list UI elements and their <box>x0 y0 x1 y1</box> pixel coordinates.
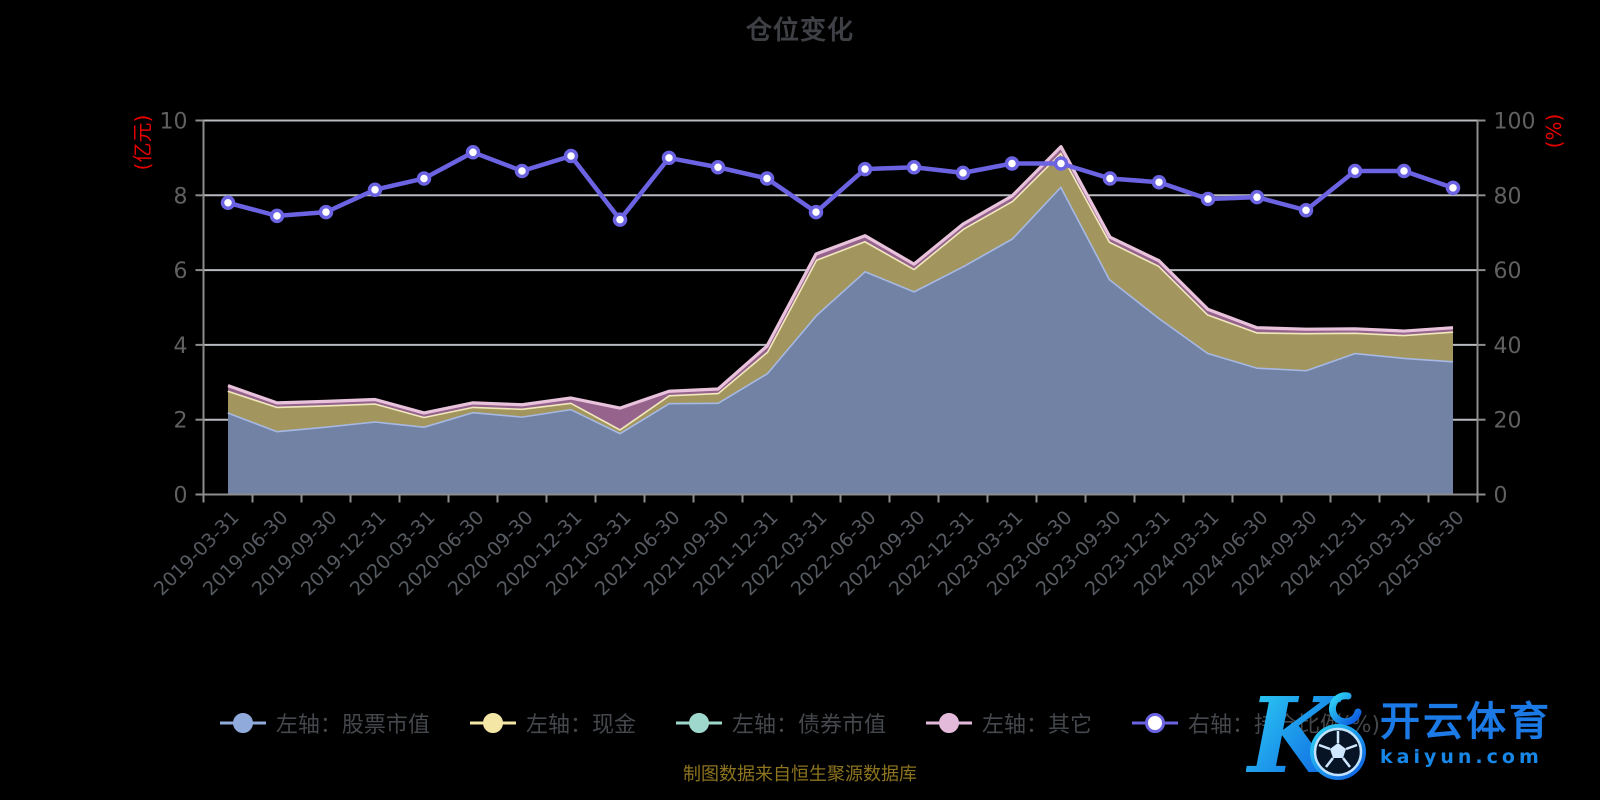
ratio-dot[interactable] <box>220 195 236 211</box>
legend-label: 左轴：现金 <box>525 713 636 738</box>
y-axis-label-left: 0 <box>174 484 188 509</box>
y-axis-label-left: 10 <box>160 110 188 135</box>
ratio-dot[interactable] <box>416 171 432 186</box>
y-axis-label-right: 60 <box>1494 259 1522 284</box>
ratio-dot[interactable] <box>661 150 677 166</box>
page-title: 仓位变化 <box>745 16 854 46</box>
y-axis-label-left: 4 <box>174 334 188 359</box>
watermark-brand: 开云体育 <box>1380 699 1552 745</box>
ratio-dot[interactable] <box>759 171 775 186</box>
ratio-dot[interactable] <box>1053 156 1069 171</box>
ratio-dot[interactable] <box>906 160 922 175</box>
legend: 左轴：股票市值 左轴：现金 左轴：债券市值 左轴：其它 右轴：持仓比例(%) <box>0 703 1600 743</box>
area-edge-4 <box>227 145 1454 415</box>
legend-item-5[interactable]: 右轴：持仓比例(%) <box>1131 707 1380 739</box>
y-axis-label-right: 80 <box>1494 184 1522 209</box>
ratio-dot[interactable] <box>1347 163 1363 179</box>
ratio-dot[interactable] <box>612 212 628 227</box>
y-axis-label-right: 20 <box>1494 409 1522 434</box>
source-note: 制图数据来自恒生聚源数据库 <box>683 764 917 785</box>
ratio-dot[interactable] <box>1249 189 1265 205</box>
ratio-line <box>225 150 1456 222</box>
legend-marker-icon <box>219 713 266 733</box>
legend-item-2[interactable]: 左轴：现金 <box>469 707 636 739</box>
y-axis-label-left: 2 <box>174 409 188 434</box>
ratio-dot[interactable] <box>955 165 971 181</box>
legend-label: 左轴：股票市值 <box>275 713 430 738</box>
ratio-dot[interactable] <box>367 182 383 197</box>
legend-item-4[interactable]: 左轴：其它 <box>925 707 1092 739</box>
y-axis-label-left: 8 <box>174 184 188 209</box>
legend-marker-icon <box>469 713 516 733</box>
ratio-dot[interactable] <box>563 148 579 164</box>
legend-label: 左轴：其它 <box>981 713 1092 738</box>
watermark-domain: kaiyun.com <box>1380 746 1543 768</box>
ratio-dot[interactable] <box>1200 191 1216 207</box>
legend-item-1[interactable]: 左轴：股票市值 <box>219 707 430 739</box>
area-1 <box>228 185 1453 495</box>
ratio-dot[interactable] <box>269 208 285 224</box>
legend-marker-icon <box>925 713 972 733</box>
ratio-dot[interactable] <box>1445 180 1461 196</box>
ratio-dot[interactable] <box>1298 203 1314 218</box>
ratio-dot[interactable] <box>514 163 530 179</box>
legend-label: 左轴：债券市值 <box>731 713 886 738</box>
ratio-dot[interactable] <box>465 145 481 160</box>
legend-marker-icon <box>1131 713 1178 733</box>
ratio-dot[interactable] <box>1151 174 1167 190</box>
y-axis-label-right: 40 <box>1494 334 1522 359</box>
ratio-dot[interactable] <box>857 161 873 177</box>
legend-item-3[interactable]: 左轴：债券市值 <box>675 707 886 739</box>
ratio-dot[interactable] <box>1396 163 1412 179</box>
area-2 <box>228 152 1453 433</box>
y-axis-label-left: 6 <box>174 259 188 284</box>
legend-marker-icon <box>675 713 722 733</box>
watermark[interactable]: K 开云体育 kaiyun.com <box>1246 682 1552 786</box>
ratio-dot[interactable] <box>1004 156 1020 171</box>
y-axis-label-right: 100 <box>1494 110 1536 135</box>
ratio-dot[interactable] <box>808 204 824 220</box>
kaiyun-logo-icon: K <box>1246 682 1366 786</box>
y-axis-label-right: 0 <box>1494 484 1508 509</box>
ratio-dot[interactable] <box>1102 171 1118 186</box>
ratio-dot[interactable] <box>318 204 334 220</box>
ratio-dot[interactable] <box>710 160 726 175</box>
